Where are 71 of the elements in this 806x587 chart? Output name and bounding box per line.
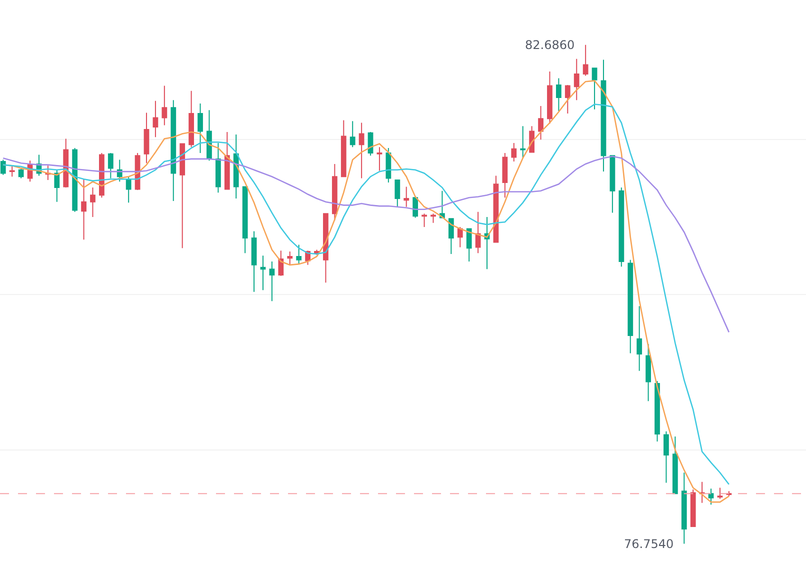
- candlestick: [520, 126, 526, 159]
- candlestick: [610, 155, 616, 214]
- candlestick: [547, 70, 552, 124]
- annotation: 82.6860: [525, 38, 575, 52]
- candlestick: [162, 85, 168, 126]
- candlestick: [466, 228, 472, 262]
- candlestick: [564, 84, 570, 114]
- candlestick: [72, 148, 78, 212]
- candlestick: [475, 211, 481, 254]
- candlestick: [126, 176, 132, 204]
- candlestick: [90, 187, 96, 218]
- candlestick: [0, 159, 6, 176]
- candlestick: [332, 163, 338, 221]
- candlestick: [54, 169, 60, 202]
- candlestick: [376, 146, 382, 172]
- candlestick: [636, 306, 642, 372]
- candlestick: [412, 195, 418, 218]
- candlestick: [681, 472, 687, 544]
- candlestick: [708, 488, 714, 506]
- candlestick: [9, 166, 15, 178]
- candlestick: [116, 159, 122, 182]
- candlestick: [144, 112, 150, 164]
- candlestick: [430, 213, 436, 224]
- candlestick: [394, 179, 400, 208]
- candlestick: [457, 226, 463, 248]
- candlestick: [618, 187, 624, 268]
- annotation: 76.7540: [624, 537, 674, 551]
- candlestick: [81, 178, 86, 240]
- candlestick: [152, 100, 158, 138]
- candlestick: [251, 230, 257, 292]
- candlestick: [574, 58, 580, 101]
- candlestick: [170, 100, 176, 202]
- candlestick: [717, 487, 723, 500]
- candlestick: [198, 102, 203, 154]
- candlestick: [278, 250, 284, 276]
- candlestick: [18, 168, 24, 179]
- candlestick: [654, 380, 660, 442]
- candlestick: [646, 343, 651, 402]
- candlestick: [224, 132, 230, 190]
- candlestick: [180, 143, 186, 249]
- candlestick: [422, 213, 427, 228]
- candlestick: [592, 68, 598, 110]
- candlestick: [260, 255, 266, 291]
- candlestick: [323, 213, 328, 284]
- candlestick: [672, 436, 678, 494]
- candlestick: [628, 259, 634, 354]
- candlestick: [502, 152, 508, 198]
- candlestick: [511, 142, 517, 162]
- candlestick: [582, 44, 588, 76]
- candlestick: [386, 148, 392, 183]
- candlestick: [529, 126, 534, 153]
- candlestick: [404, 186, 410, 208]
- candlestick: [340, 120, 346, 178]
- candlestick: [269, 261, 275, 302]
- candlestick: [242, 186, 248, 254]
- candlestick: [206, 110, 212, 162]
- candlestick: [664, 430, 669, 484]
- candlestick: [556, 78, 562, 112]
- candlestick: [63, 138, 69, 188]
- candlestick: [690, 488, 696, 527]
- candlestick: [287, 250, 293, 266]
- candlestick: [600, 59, 606, 172]
- candlestick: [350, 120, 356, 148]
- candlestick: [296, 244, 302, 265]
- candlestick: [538, 105, 544, 140]
- candlestick: [99, 152, 104, 198]
- candlestick: [215, 142, 221, 194]
- candlestick: [448, 218, 454, 254]
- candlestick: [108, 152, 114, 179]
- candlestick: [358, 122, 364, 179]
- candlestick: [188, 90, 194, 148]
